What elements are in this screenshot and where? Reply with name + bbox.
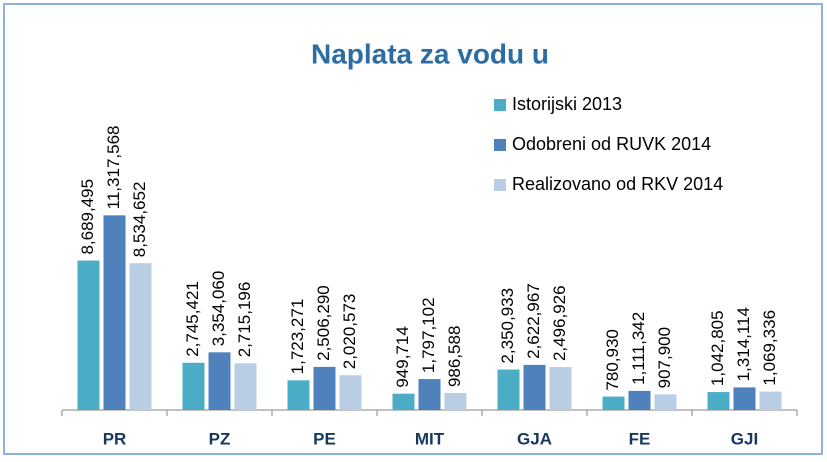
data-label: 1,797,102 [419, 297, 438, 373]
bar [77, 260, 100, 410]
bar [759, 391, 782, 410]
bar [602, 396, 625, 410]
data-label: 780,930 [603, 329, 622, 390]
data-label: 8,534,652 [130, 182, 149, 258]
data-label: 2,496,926 [550, 285, 569, 361]
legend-label: Realizovano od RKV 2014 [512, 174, 723, 194]
legend-label: Istorijski 2013 [512, 94, 622, 114]
bar [313, 366, 336, 410]
x-tick-label: GJI [731, 429, 758, 448]
bar [418, 379, 441, 410]
bar [182, 362, 205, 410]
x-tick-label: GJA [517, 429, 552, 448]
data-label: 3,354,060 [209, 271, 228, 347]
data-label: 1,314,114 [734, 307, 753, 381]
bar [654, 394, 677, 410]
data-label: 2,506,290 [314, 285, 333, 361]
legend-swatch [494, 179, 506, 191]
bar [287, 380, 310, 410]
x-tick-label: FE [629, 429, 651, 448]
chart-frame [3, 3, 823, 455]
bar [444, 393, 467, 410]
bar [497, 369, 520, 410]
legend-label: Odobreni od RUVK 2014 [512, 134, 711, 154]
bar [733, 387, 756, 410]
bar [208, 352, 231, 410]
data-label: 949,714 [393, 326, 412, 387]
legend-swatch [494, 99, 506, 111]
data-label: 1,069,336 [760, 310, 779, 386]
data-label: 2,745,421 [183, 281, 202, 357]
x-tick-label: PE [313, 429, 336, 448]
data-label: 1,042,805 [708, 310, 727, 386]
bar [392, 393, 415, 410]
data-label: 2,715,196 [235, 282, 254, 358]
data-label: 2,622,967 [524, 283, 543, 359]
bar [103, 215, 126, 410]
bar [234, 363, 257, 410]
bar [523, 364, 546, 410]
data-label: 907,900 [655, 327, 674, 388]
legend-swatch [494, 139, 506, 151]
x-tick-label: PZ [209, 429, 231, 448]
data-label: 2,020,573 [340, 294, 359, 370]
data-label: 2,350,933 [498, 288, 517, 364]
data-label: 11,317,568 [104, 126, 123, 210]
bar [628, 390, 651, 410]
data-label: 1,723,271 [288, 299, 307, 375]
chart-title: Naplata za vodu u [311, 38, 549, 69]
bar [339, 375, 362, 410]
bar [549, 367, 572, 410]
bar [129, 263, 152, 410]
data-label: 1,111,342 [629, 312, 648, 385]
bar [707, 392, 730, 410]
x-tick-label: MIT [415, 429, 445, 448]
x-tick-label: PR [103, 429, 127, 448]
data-label: 986,588 [445, 326, 464, 387]
data-label: 8,689,495 [78, 179, 97, 255]
